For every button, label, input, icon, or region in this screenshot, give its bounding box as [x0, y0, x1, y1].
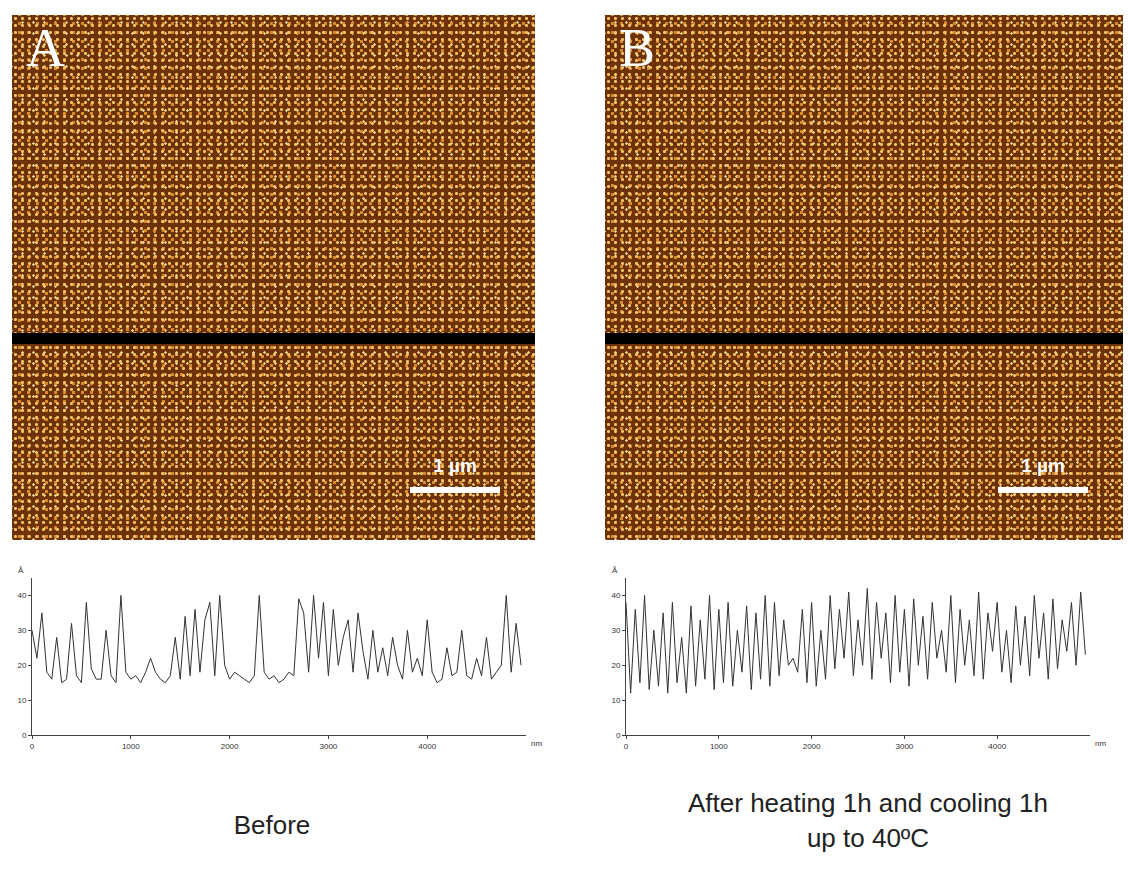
svg-text:0: 0: [624, 742, 629, 751]
svg-text:3000: 3000: [896, 742, 914, 751]
svg-text:2000: 2000: [803, 742, 821, 751]
html-text:B: B: [619, 18, 655, 78]
svg-text:1000: 1000: [710, 742, 728, 751]
svg-text:30: 30: [611, 626, 620, 635]
svg-text:30: 30: [17, 626, 26, 635]
svg-text:40: 40: [17, 591, 26, 600]
svg-text:20: 20: [611, 661, 620, 670]
html-text:1 µm: 1 µm: [1021, 455, 1065, 476]
svg-text:4000: 4000: [988, 742, 1006, 751]
svg-text:20: 20: [17, 661, 26, 670]
svg-text:2000: 2000: [221, 742, 239, 751]
svg-text:10: 10: [17, 696, 26, 705]
svg-text:Å: Å: [18, 566, 24, 575]
svg-text:Å: Å: [612, 566, 618, 575]
html-text:1 µm: 1 µm: [433, 455, 477, 476]
html-text:Before: Before: [233, 810, 311, 840]
svg-text:10: 10: [611, 696, 620, 705]
svg-text:0: 0: [30, 742, 35, 751]
svg-text:4000: 4000: [418, 742, 436, 751]
svg-text:0: 0: [616, 731, 621, 740]
svg-text:1000: 1000: [122, 742, 140, 751]
html-text:After heating 1h and cooling 1: After heating 1h and cooling 1h up to 40…: [688, 788, 1048, 854]
svg-text:nm: nm: [1095, 739, 1106, 748]
svg-text:40: 40: [611, 591, 620, 600]
svg-text:3000: 3000: [320, 742, 338, 751]
svg-text:0: 0: [22, 731, 27, 740]
html-text:A: A: [26, 18, 65, 78]
svg-text:nm: nm: [531, 739, 542, 748]
